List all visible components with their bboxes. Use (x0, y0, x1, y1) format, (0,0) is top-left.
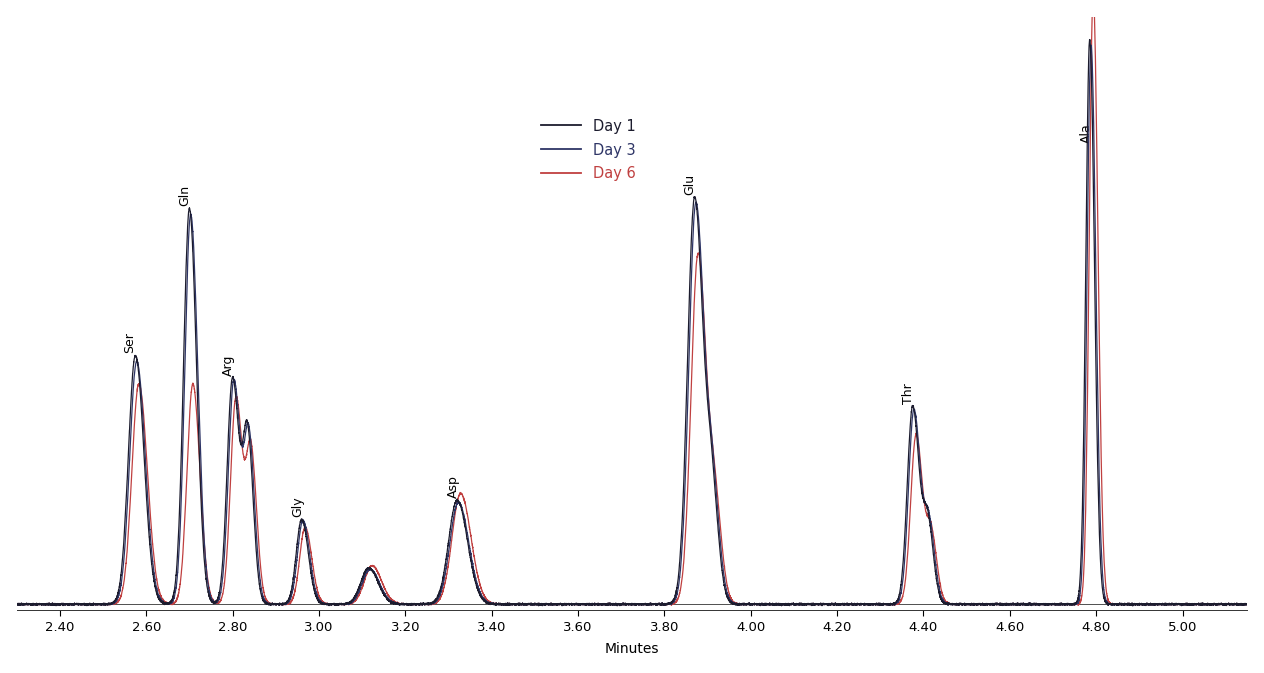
Text: Thr: Thr (901, 384, 915, 404)
Legend: Day 1, Day 3, Day 6: Day 1, Day 3, Day 6 (535, 113, 642, 187)
Text: Glu: Glu (683, 174, 696, 195)
Text: Gly: Gly (291, 497, 303, 518)
Text: Ser: Ser (124, 332, 137, 353)
X-axis label: Minutes: Minutes (604, 642, 660, 656)
Text: Arg: Arg (221, 355, 235, 376)
Text: Asp: Asp (447, 475, 460, 498)
Text: Ala: Ala (1081, 123, 1093, 143)
Text: Gln: Gln (178, 185, 192, 207)
